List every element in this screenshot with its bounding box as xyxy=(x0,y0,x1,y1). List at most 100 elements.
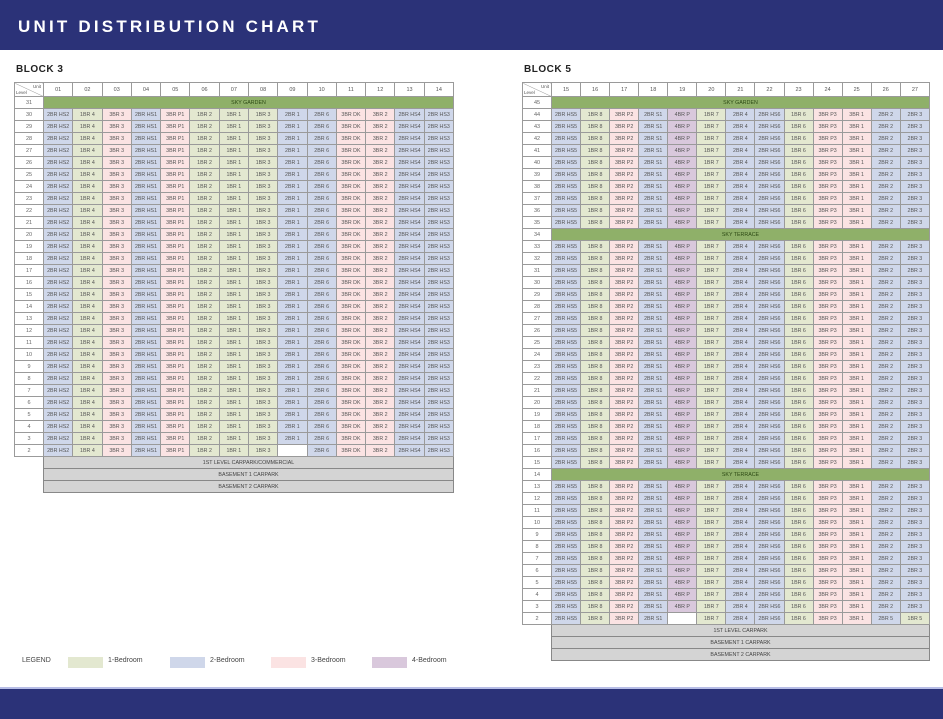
level-label: 25 xyxy=(522,336,552,349)
unit-cell: 1BR 1 xyxy=(218,228,249,241)
unit-cell: 2BR 6 xyxy=(306,384,337,397)
unit-cell: 3BR P3 xyxy=(812,540,843,553)
unit-cell: 2BR HS6 xyxy=(754,120,785,133)
unit-cell: 3BR 1 xyxy=(841,384,872,397)
unit-cell: 2BR 3 xyxy=(899,360,931,373)
unit-cell: 3BR 1 xyxy=(841,120,872,133)
unit-cell: 2BR 3 xyxy=(899,240,931,253)
unit-cell: 3BR 1 xyxy=(841,456,872,469)
unit-cell: 2BR 4 xyxy=(725,108,756,121)
unit-cell: 2BR 1 xyxy=(277,276,308,289)
unit-cell: 2BR HS1 xyxy=(130,108,162,121)
unit-cell: 3BR 1 xyxy=(841,336,872,349)
unit-cell: 2BR HS3 xyxy=(423,240,455,253)
unit-cell: 1BR 4 xyxy=(72,204,103,217)
unit-cell: 3BR 2 xyxy=(365,420,396,433)
level-label: 28 xyxy=(14,132,44,145)
table-row: 3 2BR HS5 1BR 8 3BR P2 2BR S1 4BR P 1BR 7 2BR 4… xyxy=(522,600,931,613)
level-label: 20 xyxy=(522,396,552,409)
unit-cell: 2BR HS6 xyxy=(754,336,785,349)
unit-cell: 2BR HS1 xyxy=(130,132,162,145)
unit-cell: 2BR HS2 xyxy=(42,432,74,445)
unit-cell: 2BR HS6 xyxy=(754,588,785,601)
unit-cell: 2BR 4 xyxy=(725,168,756,181)
unit-cell: 1BR 4 xyxy=(72,108,103,121)
unit-cell: 2BR 1 xyxy=(277,252,308,265)
unit-cell: 1BR 7 xyxy=(696,444,727,457)
corner-level: Level xyxy=(16,89,27,95)
unit-cell: 2BR 2 xyxy=(870,132,901,145)
unit-cell: 2BR S1 xyxy=(638,252,669,265)
unit-cell: 2BR 4 xyxy=(725,204,756,217)
unit-cell: 2BR HS5 xyxy=(550,528,582,541)
unit-cell: 1BR 2 xyxy=(189,360,220,373)
unit-cell: 1BR 3 xyxy=(247,348,279,361)
corner-cell: Unit Level xyxy=(14,82,44,97)
table-row: 28 2BR HS5 1BR 8 3BR P2 2BR S1 4BR P 1BR 7 2BR … xyxy=(522,300,931,313)
unit-cell: 2BR HS1 xyxy=(130,120,162,133)
unit-cell: 2BR 3 xyxy=(899,300,931,313)
unit-cell: 1BR 6 xyxy=(783,492,814,505)
unit-cell: 2BR HS4 xyxy=(394,324,425,337)
unit-cell: 1BR 6 xyxy=(783,396,814,409)
unit-cell: 2BR 2 xyxy=(870,324,901,337)
unit-cell: 3BR DK xyxy=(335,228,367,241)
unit-cell: 2BR S1 xyxy=(638,432,669,445)
unit-cell: 1BR 7 xyxy=(696,384,727,397)
unit-cell: 2BR HS5 xyxy=(550,612,582,625)
unit-cell: 1BR 7 xyxy=(696,288,727,301)
unit-cell: 1BR 3 xyxy=(247,144,279,157)
unit-cell: 2BR 1 xyxy=(277,144,308,157)
unit-cell: 3BR 3 xyxy=(101,192,132,205)
level-label: 31 xyxy=(522,264,552,277)
unit-cell: 2BR S1 xyxy=(638,456,669,469)
unit-cell: 2BR 6 xyxy=(306,168,337,181)
unit-cell: 3BR 1 xyxy=(841,444,872,457)
unit-cell: 1BR 1 xyxy=(218,288,249,301)
unit-cell: 3BR 2 xyxy=(365,336,396,349)
spacer xyxy=(15,457,44,469)
unit-cell: 2BR HS6 xyxy=(754,276,785,289)
unit-cell: 2BR 4 xyxy=(725,300,756,313)
unit-cell: 2BR 4 xyxy=(725,504,756,517)
unit-cell: 3BR 1 xyxy=(841,588,872,601)
unit-cell: 2BR HS3 xyxy=(423,300,455,313)
unit-cell: 3BR 3 xyxy=(101,276,132,289)
unit-cell: 2BR HS4 xyxy=(394,132,425,145)
header-row: Unit Level 15 16 17 18 19 20 21 22 23 24 25 26 27 xyxy=(522,82,931,97)
unit-cell: 1BR 8 xyxy=(580,108,611,121)
unit-cell: 1BR 4 xyxy=(72,312,103,325)
unit-cell: 2BR HS6 xyxy=(754,168,785,181)
unit-header: 25 xyxy=(841,82,872,97)
unit-cell: 2BR HS6 xyxy=(754,396,785,409)
level-label: 42 xyxy=(522,132,552,145)
unit-cell: 1BR 4 xyxy=(72,144,103,157)
unit-cell: 2BR HS6 xyxy=(754,456,785,469)
unit-cell: 3BR P2 xyxy=(609,120,640,133)
unit-cell: 3BR P2 xyxy=(609,372,640,385)
unit-cell: 3BR P1 xyxy=(160,264,191,277)
unit-cell: 1BR 8 xyxy=(580,588,611,601)
unit-cell: 3BR 3 xyxy=(101,384,132,397)
unit-cell: 2BR S1 xyxy=(638,384,669,397)
unit-cell: 3BR P3 xyxy=(812,156,843,169)
level-label: 16 xyxy=(522,444,552,457)
unit-cell: 1BR 8 xyxy=(580,348,611,361)
unit-cell: 1BR 7 xyxy=(696,264,727,277)
unit-cell: 2BR S1 xyxy=(638,120,669,133)
unit-cell: 3BR P1 xyxy=(160,276,191,289)
unit-cell: 3BR P3 xyxy=(812,120,843,133)
unit-cell: 2BR 6 xyxy=(306,444,337,457)
unit-cell: 3BR P2 xyxy=(609,384,640,397)
unit-cell: 2BR 3 xyxy=(899,384,931,397)
unit-cell: 3BR P1 xyxy=(160,420,191,433)
unit-cell: 2BR HS3 xyxy=(423,228,455,241)
unit-cell: 3BR 3 xyxy=(101,156,132,169)
unit-cell: 2BR 2 xyxy=(870,564,901,577)
unit-cell: 2BR 3 xyxy=(899,216,931,229)
level-label: 26 xyxy=(522,324,552,337)
unit-cell: 2BR HS5 xyxy=(550,576,582,589)
unit-cell: 2BR 6 xyxy=(306,264,337,277)
unit-cell: 2BR HS6 xyxy=(754,156,785,169)
unit-header: 07 xyxy=(218,82,249,97)
